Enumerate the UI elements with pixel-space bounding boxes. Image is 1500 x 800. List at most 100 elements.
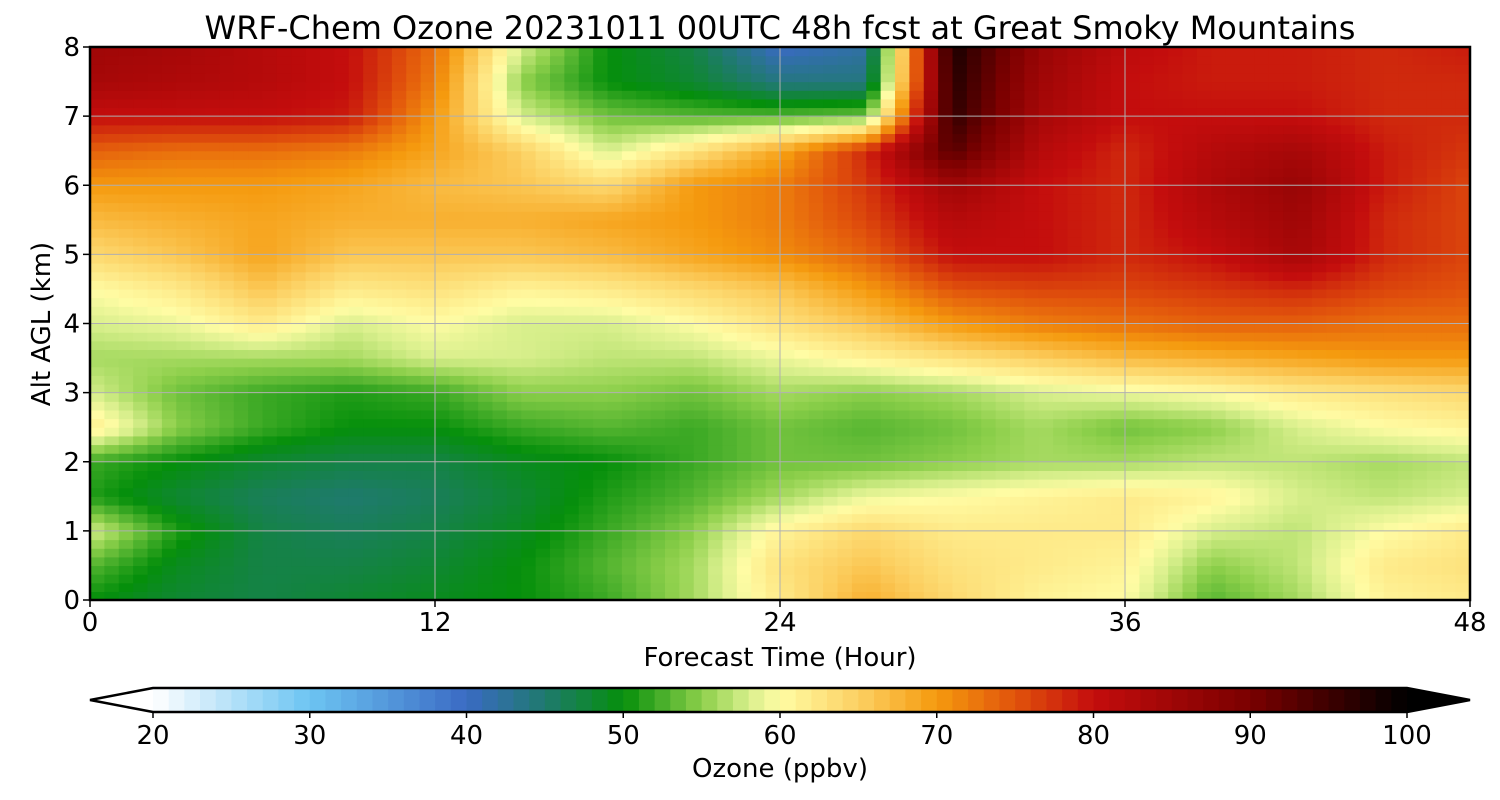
field-cell xyxy=(233,504,249,515)
field-cell xyxy=(578,263,594,273)
field-cell xyxy=(406,237,422,247)
field-cell xyxy=(1268,306,1284,316)
field-cell xyxy=(291,548,307,558)
field-cell xyxy=(262,193,278,204)
field-cell xyxy=(463,263,479,273)
field-cell xyxy=(1225,565,1241,575)
field-cell xyxy=(478,254,494,264)
field-cell xyxy=(262,297,278,307)
field-cell xyxy=(736,435,752,446)
field-cell xyxy=(952,582,968,592)
field-cell xyxy=(420,470,436,480)
field-cell xyxy=(866,323,882,333)
field-cell xyxy=(765,211,781,221)
field-cell xyxy=(521,513,537,523)
field-cell xyxy=(1326,513,1342,523)
field-cell xyxy=(693,582,709,592)
field-cell xyxy=(1240,565,1255,575)
field-cell xyxy=(1211,582,1227,592)
field-cell xyxy=(1010,565,1025,575)
field-cell xyxy=(952,297,968,307)
field-cell xyxy=(550,358,565,368)
field-cell xyxy=(981,245,997,255)
field-cell xyxy=(751,332,767,342)
field-cell xyxy=(1038,237,1054,247)
field-cell xyxy=(190,556,206,567)
field-cell xyxy=(90,513,105,523)
field-cell xyxy=(1168,323,1184,333)
field-cell xyxy=(492,591,508,600)
field-cell xyxy=(895,496,910,506)
field-cell xyxy=(1081,487,1097,497)
field-cell xyxy=(636,271,652,281)
field-cell xyxy=(1369,323,1385,333)
field-cell xyxy=(808,453,824,463)
field-cell xyxy=(305,383,321,394)
field-cell xyxy=(363,297,379,307)
field-cell xyxy=(851,461,867,471)
field-cell xyxy=(463,219,479,230)
field-cell xyxy=(1168,254,1184,264)
field-cell xyxy=(1024,513,1040,523)
field-cell xyxy=(751,288,767,299)
field-cell xyxy=(248,297,264,307)
field-cell xyxy=(578,582,594,592)
field-cell xyxy=(780,435,795,446)
field-cell xyxy=(449,306,465,316)
field-cell xyxy=(1110,332,1126,342)
field-cell xyxy=(1125,150,1140,160)
field-cell xyxy=(478,444,494,454)
field-cell xyxy=(708,591,724,600)
field-cell xyxy=(1326,323,1342,333)
field-cell xyxy=(1096,470,1112,480)
field-cell xyxy=(1254,582,1270,592)
field-cell xyxy=(1182,513,1198,523)
field-cell xyxy=(363,219,379,230)
field-cell xyxy=(550,461,565,471)
field-cell xyxy=(578,193,594,204)
field-cell xyxy=(1240,219,1255,230)
field-cell xyxy=(1010,479,1025,489)
field-cell xyxy=(1311,228,1327,238)
field-cell xyxy=(966,228,982,238)
field-cell xyxy=(981,185,997,195)
field-cell xyxy=(607,444,623,454)
field-cell xyxy=(348,565,364,575)
field-cell xyxy=(1369,375,1385,385)
field-cell xyxy=(1125,366,1140,376)
field-cell xyxy=(636,228,652,238)
field-cell xyxy=(1010,271,1025,281)
field-cell xyxy=(1398,228,1414,238)
field-cell xyxy=(1110,470,1126,480)
field-cell xyxy=(679,574,695,584)
field-cell xyxy=(391,574,407,584)
field-cell xyxy=(765,159,781,169)
field-cell xyxy=(851,219,867,230)
field-cell xyxy=(248,263,264,273)
field-cell xyxy=(276,323,292,333)
field-cell xyxy=(1240,340,1255,351)
field-cell xyxy=(909,202,925,212)
field-cell xyxy=(291,176,307,186)
field-cell xyxy=(377,150,393,160)
field-cell xyxy=(564,556,580,567)
field-cell xyxy=(104,574,120,584)
field-cell xyxy=(1355,349,1370,359)
field-cell xyxy=(133,513,149,523)
field-cell xyxy=(794,306,810,316)
field-cell xyxy=(765,565,781,575)
field-cell xyxy=(1053,479,1069,489)
field-cell xyxy=(1441,565,1457,575)
field-cell xyxy=(995,461,1011,471)
field-cell xyxy=(1168,556,1184,567)
field-cell xyxy=(1010,401,1025,411)
field-cell xyxy=(1283,211,1299,221)
field-cell xyxy=(837,228,853,238)
field-cell xyxy=(161,202,177,212)
field-cell xyxy=(880,392,896,402)
field-cell xyxy=(722,185,738,195)
field-cell xyxy=(420,176,436,186)
field-cell xyxy=(1240,228,1255,238)
field-cell xyxy=(133,219,149,230)
field-cell xyxy=(1153,237,1169,247)
